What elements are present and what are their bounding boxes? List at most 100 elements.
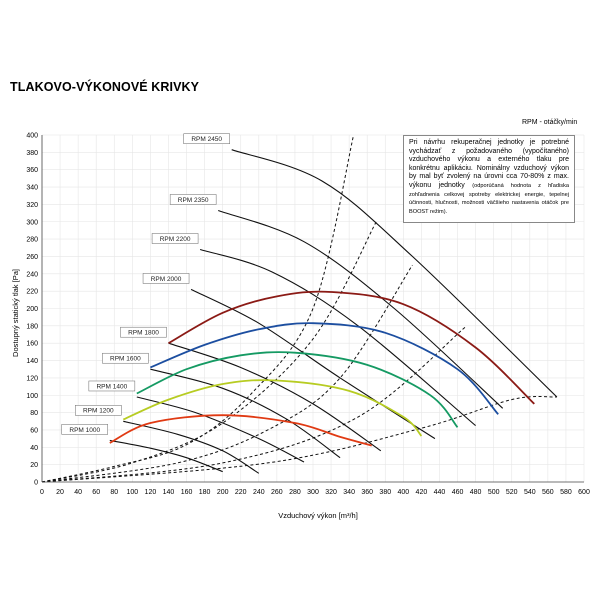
rpm-label: RPM 2350 (178, 197, 209, 204)
rpm-label: RPM 1000 (69, 427, 100, 434)
x-tick-label: 500 (488, 489, 500, 496)
rpm-curves (109, 149, 558, 474)
x-tick-label: 60 (92, 489, 100, 496)
y-tick-label: 240 (26, 271, 38, 278)
x-tick-label: 220 (235, 489, 247, 496)
y-tick-label: 380 (26, 150, 38, 157)
y-tick-label: 160 (26, 341, 38, 348)
rpm-curve (168, 342, 382, 452)
performance-curve (122, 379, 423, 437)
y-tick-label: 80 (30, 410, 38, 417)
x-tick-label: 520 (506, 489, 518, 496)
x-tick-label: 440 (434, 489, 446, 496)
y-tick-label: 100 (26, 393, 38, 400)
x-tick-label: 260 (271, 489, 283, 496)
rpm-label: RPM 2000 (151, 276, 182, 283)
y-tick-label: 260 (26, 254, 38, 261)
x-tick-label: 420 (416, 489, 428, 496)
unit-note: RPM - otáčky/min (522, 119, 578, 126)
x-tick-label: 560 (542, 489, 554, 496)
rpm-label-box (120, 326, 167, 338)
performance-series (109, 290, 535, 447)
y-tick-label: 300 (26, 219, 38, 226)
rpm-curve (218, 209, 504, 409)
system-line (41, 325, 467, 483)
x-tick-label: 20 (56, 489, 64, 496)
performance-curve (109, 414, 372, 447)
rpm-label: RPM 1200 (83, 408, 114, 415)
note-small: (odporúčaná hodnota z hľadiska zohľadnen… (409, 182, 569, 215)
y-tick-label: 120 (26, 375, 38, 382)
rpm-label-box (102, 352, 149, 364)
x-tick-label: 540 (524, 489, 536, 496)
y-tick-label: 320 (26, 202, 38, 209)
note-main: Pri návrhu rekuperačnej jednotky je potr… (409, 139, 569, 189)
rpm-label: RPM 1400 (96, 383, 127, 390)
x-tick-label: 480 (470, 489, 482, 496)
rpm-label-box (75, 405, 122, 416)
x-tick-label: 100 (126, 489, 138, 496)
system-line (41, 396, 557, 483)
y-tick-label: 140 (26, 358, 38, 365)
x-tick-label: 120 (145, 489, 157, 496)
x-tick-label: 580 (560, 489, 572, 496)
axes: 0 20 40 60 80 100 120 140 160 180 200 220 240 260 280 3… (26, 133, 590, 497)
x-tick-label: 200 (217, 489, 229, 496)
performance-curve (136, 351, 459, 428)
y-tick-label: 400 (26, 133, 38, 140)
system-line (41, 134, 355, 483)
x-tick-label: 140 (163, 489, 175, 496)
y-tick-label: 180 (26, 323, 38, 330)
x-tick-label: 320 (325, 489, 337, 496)
rpm-label: RPM 2450 (191, 136, 222, 143)
rpm-label: RPM 1600 (110, 356, 141, 363)
x-tick-label: 400 (397, 489, 409, 496)
x-tick-label: 380 (379, 489, 391, 496)
x-tick-label: 160 (181, 489, 193, 496)
rpm-curve (199, 248, 476, 427)
y-tick-label: 0 (34, 480, 38, 487)
x-tick-label: 80 (110, 489, 118, 496)
y-tick-label: 20 (30, 462, 38, 469)
rpm-curve (150, 368, 341, 459)
y-tick-label: 340 (26, 185, 38, 192)
rpm-curve (123, 420, 260, 474)
y-tick-label: 360 (26, 167, 38, 174)
page-title: TLAKOVO-VÝKONOVÉ KRIVKY (10, 80, 200, 94)
y-tick-label: 200 (26, 306, 38, 313)
rpm-curve (109, 439, 223, 473)
rpm-label: RPM 1800 (128, 330, 159, 337)
rpm-curve (231, 149, 558, 398)
performance-curve (168, 290, 535, 405)
rpm-curve (190, 288, 436, 440)
x-tick-label: 300 (307, 489, 319, 496)
y-tick-label: 280 (26, 237, 38, 244)
x-tick-label: 240 (253, 489, 265, 496)
rpm-label-box (151, 233, 199, 244)
x-tick-label: 460 (452, 489, 464, 496)
x-tick-label: 280 (289, 489, 301, 496)
y-axis-label: Dostupný statický tlak [Pa] (11, 269, 20, 357)
rpm-label-box (88, 380, 136, 392)
rpm-labels: RPM 1000 RPM 1200 RPM 1400 RPM 1600 RPM 1800… (61, 133, 230, 435)
rpm-curve (136, 396, 305, 463)
y-tick-label: 220 (26, 289, 38, 296)
x-tick-label: 600 (578, 489, 590, 496)
rpm-label-box (142, 273, 190, 284)
y-tick-label: 40 (30, 445, 38, 452)
rpm-label-box (61, 424, 108, 435)
note-box: Pri návrhu rekuperačnej jednotky je potr… (403, 135, 575, 223)
x-axis-label: Vzduchový výkon [m³/h] (278, 511, 358, 520)
y-tick-label: 60 (30, 427, 38, 434)
rpm-label: RPM 2200 (160, 236, 191, 243)
x-tick-label: 40 (74, 489, 82, 496)
x-tick-label: 0 (40, 489, 44, 496)
x-tick-label: 180 (199, 489, 211, 496)
rpm-label-box (183, 133, 230, 144)
system-line (41, 221, 377, 483)
performance-curve (150, 322, 499, 415)
system-line (41, 264, 413, 483)
x-tick-label: 340 (343, 489, 355, 496)
rpm-label-box (169, 194, 217, 205)
